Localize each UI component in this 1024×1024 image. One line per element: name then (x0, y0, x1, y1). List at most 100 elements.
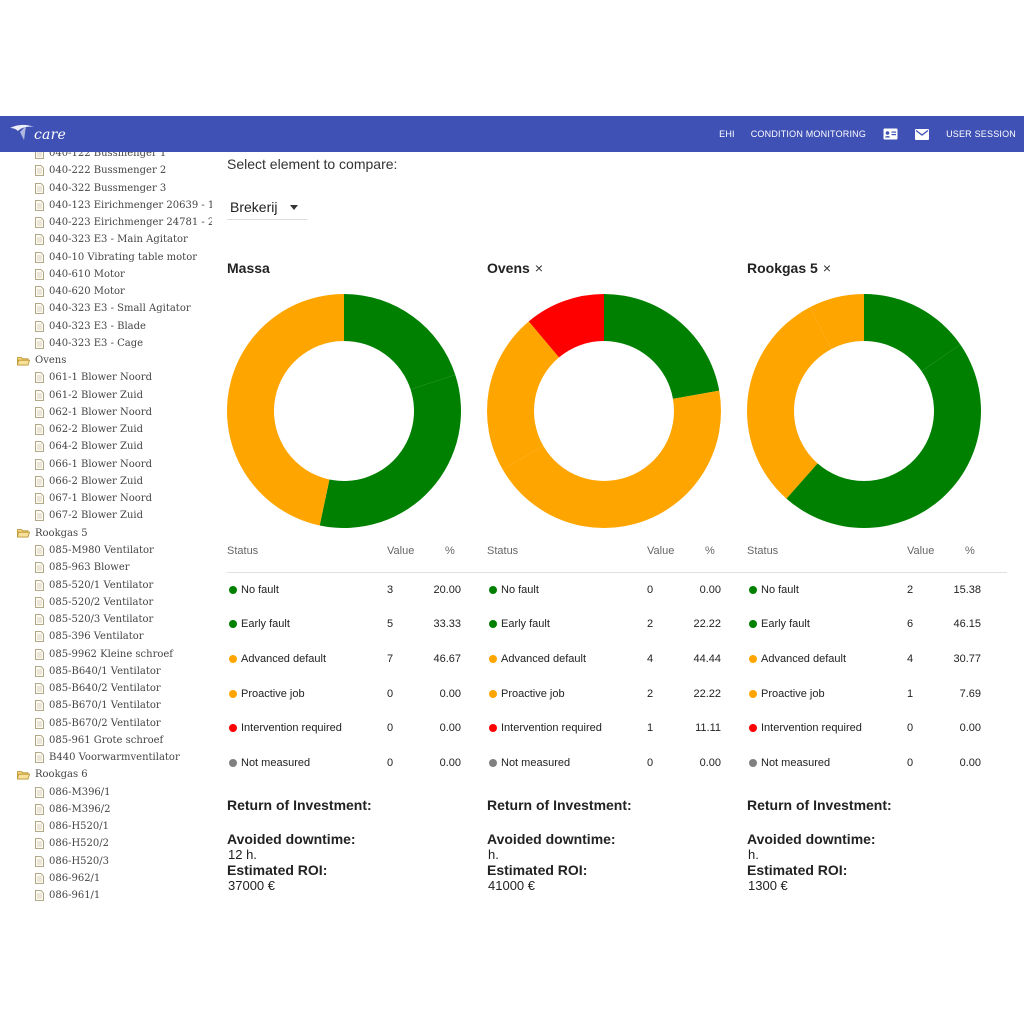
table-row: Advanced default 7 46.67 (227, 650, 487, 670)
cell-status: Advanced default (761, 653, 847, 665)
tree-item[interactable]: 040-122 Bussmenger 1 (35, 152, 166, 162)
tree-item[interactable]: 085-B640/2 Ventilator (35, 680, 161, 697)
tree-item[interactable]: 085-963 Blower (35, 559, 130, 576)
tree-item[interactable]: 086-H520/1 (35, 818, 109, 835)
document-icon (35, 286, 44, 297)
tree-item[interactable]: 085-961 Grote schroef (35, 732, 163, 749)
status-donut-chart (747, 294, 981, 528)
compare-column: Massa Status Value% No fault 3 20.00 Early fau… (227, 152, 487, 912)
tree-item[interactable]: 040-323 E3 - Small Agitator (35, 300, 191, 317)
donut-slice-no-fault[interactable] (864, 294, 961, 372)
tree-item[interactable]: 085-B670/1 Ventilator (35, 697, 161, 714)
close-icon[interactable]: × (534, 260, 543, 276)
cell-status: Intervention required (761, 722, 862, 734)
tree-item[interactable]: 067-1 Blower Noord (35, 490, 152, 507)
tree-item[interactable]: 040-322 Bussmenger 3 (35, 180, 166, 197)
tree-item[interactable]: 040-323 E3 - Blade (35, 318, 146, 335)
donut-slice-early-fault[interactable] (786, 344, 981, 528)
tree-item[interactable]: 085-9962 Kleine schroef (35, 646, 173, 663)
tree-item[interactable]: 040-323 E3 - Cage (35, 335, 143, 352)
tree-item-label: 061-1 Blower Noord (49, 372, 152, 384)
tree-item[interactable]: 066-1 Blower Noord (35, 456, 152, 473)
tree-item[interactable]: 061-1 Blower Noord (35, 369, 152, 386)
element-select-dropdown[interactable]: Brekerij (227, 195, 307, 220)
tree-item[interactable]: B440 Voorwarmventilator (35, 749, 180, 766)
donut-slice-advanced-default[interactable] (502, 390, 721, 528)
donut-slice-advanced-default[interactable] (747, 307, 832, 499)
donut-slice-no-fault[interactable] (344, 294, 456, 390)
table-row: Advanced default 4 44.44 (487, 650, 747, 670)
roi-title: Return of Investment: (487, 797, 632, 813)
mail-icon[interactable] (914, 127, 930, 141)
tree-item[interactable]: 040-10 Vibrating table motor (35, 249, 197, 266)
column-title: Ovens × (487, 260, 543, 276)
status-dot-icon (489, 620, 497, 628)
tree-item[interactable]: 086-962/1 (35, 870, 100, 887)
donut-slice-advanced-default[interactable] (227, 294, 344, 526)
cell-pct: 0.00 (439, 688, 461, 700)
top-app-bar: care EHI CONDITION MONITORING USER SESSI… (0, 116, 1024, 152)
tree-item[interactable]: 085-B640/1 Ventilator (35, 663, 161, 680)
tree-item[interactable]: 040-222 Bussmenger 2 (35, 162, 166, 179)
donut-slice-early-fault[interactable] (604, 294, 720, 399)
document-icon (35, 752, 44, 763)
tree-item[interactable]: 062-1 Blower Noord (35, 404, 152, 421)
cell-value: 0 (647, 584, 654, 596)
nav-ehi[interactable]: EHI (719, 129, 735, 139)
avoided-downtime-value: h. (488, 847, 499, 862)
tree-item[interactable]: 086-M396/2 (35, 801, 111, 818)
tree-item[interactable]: 040-620 Motor (35, 283, 125, 300)
tree-folder[interactable]: Rookgas 5 (17, 525, 88, 542)
tree-folder[interactable]: Ovens (17, 352, 66, 369)
tree-item-label: 067-2 Blower Zuid (49, 510, 143, 522)
column-title-text: Rookgas 5 (747, 260, 818, 276)
tree-item-label: 066-2 Blower Zuid (49, 475, 143, 487)
donut-slice-proactive-job[interactable] (809, 294, 864, 350)
donut-slice-proactive-job[interactable] (487, 321, 560, 470)
user-session-button[interactable]: USER SESSION (946, 129, 1016, 139)
tree-item[interactable]: 062-2 Blower Zuid (35, 421, 143, 438)
tree-item[interactable]: 040-123 Eirichmenger 20639 - 1 (35, 197, 212, 214)
tree-item[interactable]: 086-M396/1 (35, 784, 111, 801)
close-icon[interactable]: × (822, 260, 831, 276)
tree-item[interactable]: 085-520/1 Ventilator (35, 577, 153, 594)
app-logo[interactable]: care (8, 120, 78, 148)
cell-value: 0 (387, 722, 394, 734)
tree-item[interactable]: 086-H520/3 (35, 853, 109, 870)
tree-item[interactable]: 040-610 Motor (35, 266, 125, 283)
tree-item[interactable]: 040-323 E3 - Main Agitator (35, 231, 188, 248)
status-dot-icon (489, 586, 497, 594)
tree-item[interactable]: 066-2 Blower Zuid (35, 473, 143, 490)
contact-card-icon[interactable] (882, 127, 898, 141)
tree-item[interactable]: 085-396 Ventilator (35, 628, 144, 645)
tree-item-label: 085-520/2 Ventilator (49, 596, 154, 608)
status-dot-icon (229, 586, 237, 594)
tree-folder[interactable]: Rookgas 6 (17, 766, 88, 783)
tree-item[interactable]: 086-961/1 (35, 887, 100, 904)
tree-item-label: 062-2 Blower Zuid (49, 424, 143, 436)
tree-item[interactable]: 085-B670/2 Ventilator (35, 715, 161, 732)
tree-item[interactable]: 086-H520/2 (35, 835, 109, 852)
tree-item[interactable]: 085-520/2 Ventilator (35, 594, 153, 611)
tree-item[interactable]: 067-2 Blower Zuid (35, 507, 143, 524)
tree-item[interactable]: 040-223 Eirichmenger 24781 - 2 (35, 214, 212, 231)
tree-item-label: 085-963 Blower (49, 562, 130, 574)
cell-value: 5 (387, 618, 394, 630)
tree-item[interactable]: 085-M980 Ventilator (35, 542, 154, 559)
donut-slice-early-fault[interactable] (319, 374, 461, 528)
status-dot-icon (749, 759, 757, 767)
table-header-value: Value (647, 545, 675, 557)
table-row: Early fault 5 33.33 (227, 615, 487, 635)
tree-item[interactable]: 064-2 Blower Zuid (35, 438, 143, 455)
nav-condition-monitoring[interactable]: CONDITION MONITORING (750, 129, 867, 139)
tree-item[interactable]: 085-520/3 Ventilator (35, 611, 153, 628)
table-row: Advanced default 4 30.77 (747, 650, 1007, 670)
document-icon (35, 251, 44, 263)
tree-item[interactable]: 061-2 Blower Zuid (35, 387, 143, 404)
document-icon (35, 562, 44, 574)
cell-value: 0 (907, 757, 914, 769)
donut-slice-intervention-required[interactable] (528, 294, 604, 358)
cell-status: No fault (501, 584, 539, 596)
cell-status: Not measured (761, 757, 831, 769)
tree-item-label: 086-961/1 (49, 890, 101, 902)
